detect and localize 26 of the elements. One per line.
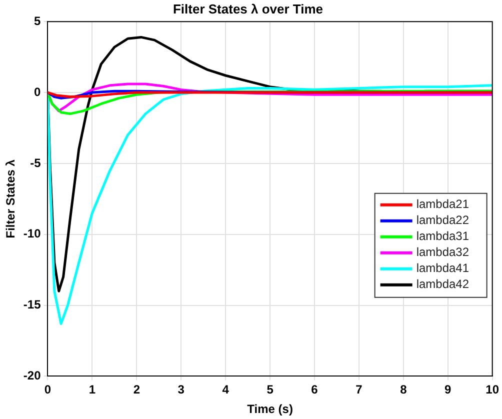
x-tick-label: 4 — [222, 382, 230, 397]
x-tick-label: 7 — [356, 382, 363, 397]
x-tick-label: 3 — [178, 382, 185, 397]
y-tick-label: -10 — [23, 226, 42, 241]
legend-label: lambda31 — [416, 229, 470, 244]
legend-label: lambda32 — [416, 245, 470, 260]
x-tick-label: 5 — [266, 382, 274, 397]
x-tick-label: 10 — [486, 382, 500, 397]
x-tick-label: 8 — [400, 382, 408, 397]
legend-label: lambda21 — [416, 197, 470, 212]
y-axis-title: Filter States λ — [4, 159, 18, 238]
legend-label: lambda42 — [416, 277, 470, 292]
y-tick-label: 0 — [34, 84, 42, 99]
y-tick-label: 5 — [34, 14, 42, 28]
x-tick-label: 2 — [133, 382, 140, 397]
y-tick-label: -15 — [23, 298, 42, 312]
x-axis-title: Time (s) — [247, 402, 293, 416]
x-tick-label: 0 — [44, 382, 52, 397]
legend-label: lambda41 — [416, 261, 470, 276]
chart-title: Filter States λ over Time — [172, 1, 324, 16]
x-tick-label: 9 — [444, 382, 452, 397]
legend-label: lambda22 — [416, 213, 470, 228]
y-tick-label: -20 — [23, 368, 42, 383]
x-tick-label: 6 — [311, 382, 318, 397]
y-tick-label: -5 — [30, 156, 42, 170]
x-tick-label: 1 — [88, 382, 96, 397]
